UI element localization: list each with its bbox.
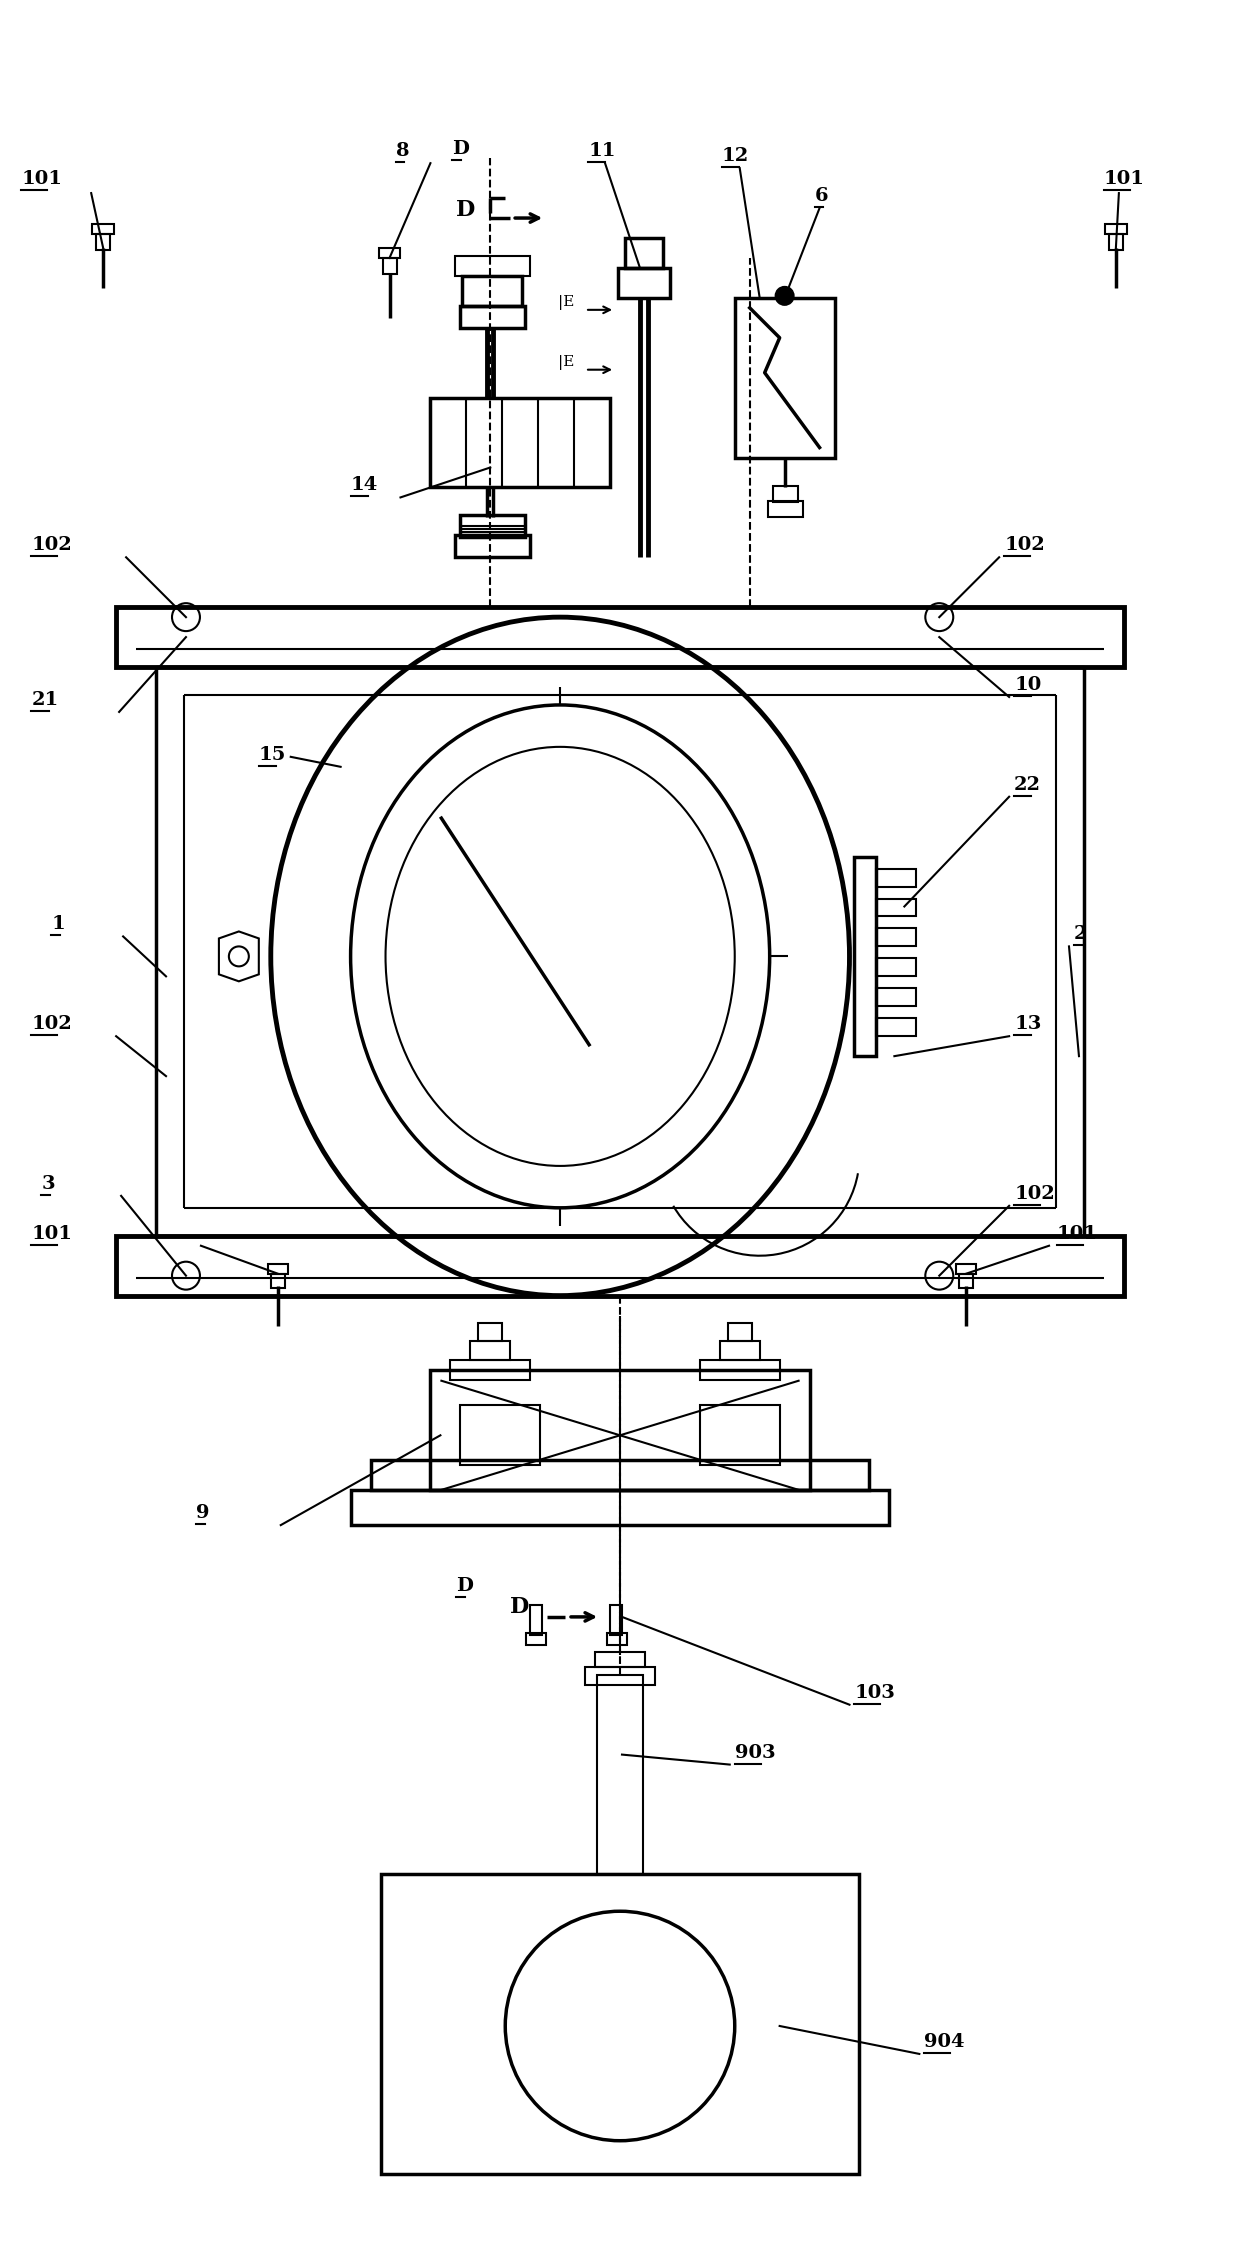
Bar bbox=[699, 1360, 780, 1381]
Bar bbox=[960, 1275, 973, 1288]
Bar bbox=[773, 487, 797, 503]
Bar bbox=[728, 1322, 751, 1340]
Text: 21: 21 bbox=[31, 690, 58, 708]
Text: 102: 102 bbox=[1014, 1184, 1055, 1202]
Text: 904: 904 bbox=[924, 2033, 965, 2051]
Bar bbox=[268, 1263, 288, 1275]
Bar bbox=[460, 1405, 541, 1464]
Bar bbox=[596, 1674, 644, 1875]
Text: 13: 13 bbox=[1014, 1015, 1042, 1033]
Text: 101: 101 bbox=[21, 169, 62, 187]
Bar bbox=[699, 1405, 780, 1464]
Bar bbox=[455, 255, 531, 275]
Text: |E: |E bbox=[558, 354, 574, 370]
Bar bbox=[270, 1275, 285, 1288]
Bar bbox=[92, 223, 114, 235]
Bar bbox=[854, 857, 877, 1056]
Bar bbox=[450, 1360, 531, 1381]
Bar bbox=[877, 959, 916, 977]
Text: 9: 9 bbox=[196, 1505, 210, 1523]
Bar bbox=[608, 1633, 627, 1645]
Bar bbox=[956, 1263, 976, 1275]
Circle shape bbox=[776, 287, 794, 305]
Bar bbox=[371, 1460, 869, 1491]
Bar bbox=[610, 1604, 622, 1636]
Bar bbox=[719, 1340, 760, 1360]
Bar bbox=[430, 397, 610, 487]
Bar bbox=[463, 275, 522, 307]
Bar bbox=[117, 607, 1123, 668]
Bar bbox=[381, 1875, 859, 2173]
Text: 903: 903 bbox=[735, 1744, 775, 1762]
Bar bbox=[1105, 223, 1127, 235]
Text: 101: 101 bbox=[31, 1225, 72, 1243]
Text: 102: 102 bbox=[1004, 537, 1045, 555]
Bar bbox=[470, 1340, 510, 1360]
Text: 1: 1 bbox=[51, 916, 64, 934]
Text: D: D bbox=[453, 140, 470, 158]
Bar bbox=[117, 1236, 1123, 1295]
Bar bbox=[877, 1017, 916, 1036]
Bar bbox=[430, 1369, 810, 1491]
Bar bbox=[97, 235, 110, 250]
Bar bbox=[877, 988, 916, 1006]
Bar bbox=[1109, 235, 1123, 250]
Text: 22: 22 bbox=[1014, 776, 1042, 794]
Bar bbox=[618, 268, 670, 298]
Text: 11: 11 bbox=[588, 142, 615, 160]
Text: 6: 6 bbox=[815, 187, 828, 205]
Text: |E: |E bbox=[558, 296, 574, 311]
Bar bbox=[460, 307, 526, 327]
Bar bbox=[460, 514, 526, 537]
Text: 102: 102 bbox=[31, 537, 72, 555]
Bar bbox=[768, 501, 802, 517]
Text: 15: 15 bbox=[259, 747, 286, 765]
Text: 10: 10 bbox=[1014, 677, 1042, 695]
Text: D: D bbox=[456, 199, 476, 221]
Bar bbox=[877, 898, 916, 916]
Bar bbox=[585, 1667, 655, 1685]
Text: 103: 103 bbox=[854, 1683, 895, 1701]
Bar bbox=[531, 1604, 542, 1636]
Text: 12: 12 bbox=[722, 147, 749, 165]
Bar bbox=[735, 298, 835, 458]
Text: 2: 2 bbox=[1074, 925, 1087, 943]
Bar bbox=[526, 1633, 546, 1645]
Text: 3: 3 bbox=[41, 1175, 55, 1193]
Text: 102: 102 bbox=[31, 1015, 72, 1033]
Bar bbox=[877, 869, 916, 887]
Bar bbox=[378, 248, 401, 257]
Text: D: D bbox=[456, 1577, 474, 1595]
Bar bbox=[382, 257, 397, 273]
Text: 8: 8 bbox=[396, 142, 409, 160]
Bar bbox=[625, 237, 663, 268]
Bar bbox=[479, 1322, 502, 1340]
Bar bbox=[595, 1651, 645, 1667]
Text: D: D bbox=[510, 1595, 529, 1618]
Bar bbox=[877, 929, 916, 948]
Bar bbox=[351, 1491, 889, 1525]
Bar bbox=[455, 535, 531, 557]
Text: 101: 101 bbox=[1104, 169, 1145, 187]
Text: 101: 101 bbox=[1056, 1225, 1097, 1243]
Text: 14: 14 bbox=[351, 476, 378, 494]
